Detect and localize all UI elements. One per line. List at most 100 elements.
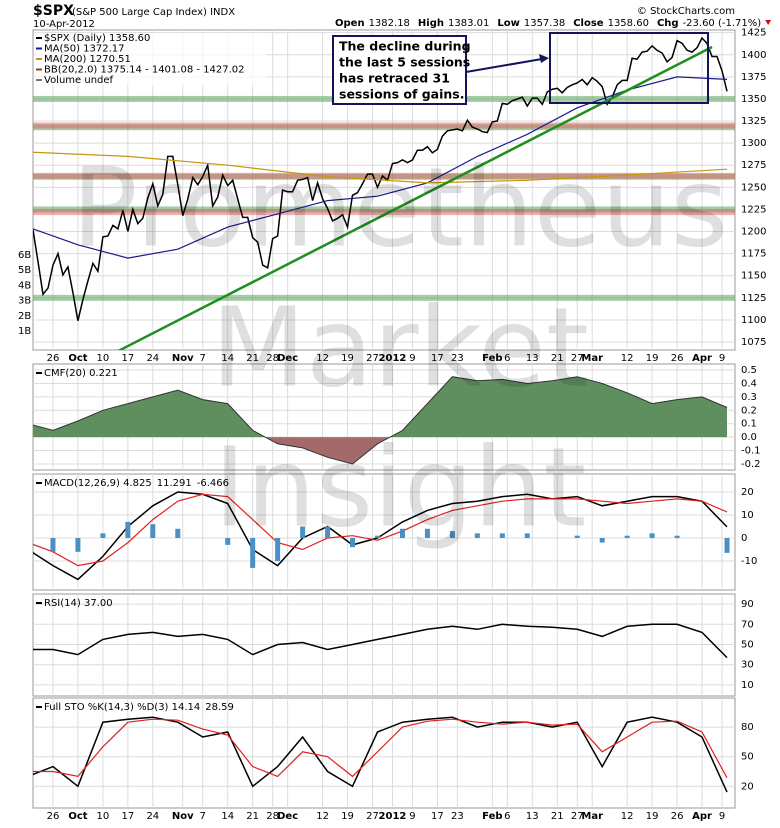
x-tick-label: 23 [451,811,464,822]
histogram-bar [524,533,530,538]
x-tick-label: 10 [97,353,110,364]
y-tick-label: 0.5 [741,365,757,376]
x-tick-label: 17 [121,353,134,364]
x-tick-label: 19 [646,353,659,364]
histogram-bar [499,533,505,538]
x-tick-label: 2012 [379,811,407,822]
source: © StockCharts.com [637,6,735,17]
histogram-bar [449,531,455,538]
histogram-bar [50,537,56,552]
x-tick-label: 17 [431,811,444,822]
histogram-bar [225,537,231,545]
y-tick-label: 80 [741,722,754,733]
x-tick-label: 21 [246,353,259,364]
support-band [33,294,735,301]
x-tick-label: 19 [341,353,354,364]
x-tick-label: 26 [47,811,60,822]
quote-label: Close [573,18,604,29]
histogram-bar [474,533,480,538]
date: 10-Apr-2012 [33,19,95,30]
annotation-text: sessions of gains. [339,87,465,102]
histogram-bar [250,537,256,568]
volume-tick-label: 4B [18,280,31,291]
y-tick-label: 1175 [741,249,766,260]
x-tick-label: 26 [671,811,684,822]
y-tick-label: 50 [741,752,754,763]
x-tick-label: Mar [581,353,603,364]
x-tick-label: 12 [621,353,634,364]
series-line [33,718,728,779]
y-tick-label: 1225 [741,204,766,215]
legend-label: BB(20,2.0) 1375.14 - 1401.08 - 1427.02 [44,65,245,76]
volume-tick-label: 1B [18,326,31,337]
histogram-bar [375,535,381,538]
series-line [33,716,728,793]
legend-box [36,64,266,75]
chart-subtitle: (S&P 500 Large Cap Index) INDX [72,7,235,18]
x-tick-label: 27 [366,353,379,364]
x-tick-label: Oct [68,353,87,364]
x-tick-label: 14 [221,811,234,822]
down-arrow [765,20,772,25]
series-line [33,491,728,581]
x-tick-label: 27 [366,811,379,822]
y-tick-label: 10 [741,510,754,521]
y-tick-label: 0.3 [741,392,757,403]
chart-title: $SPX [33,3,74,19]
y-tick-label: 0 [741,533,747,544]
quote-label: Open [335,18,365,29]
x-tick-label: 10 [97,811,110,822]
y-tick-label: 1100 [741,315,766,326]
panel [33,594,735,696]
histogram-bar [649,533,655,538]
x-tick-label: 9 [719,811,725,822]
x-tick-label: 13 [526,353,539,364]
y-tick-label: -0.2 [741,459,761,470]
panel [33,364,735,470]
histogram-bar [424,528,430,538]
x-tick-label: 14 [221,353,234,364]
annotation-box [332,35,467,105]
x-tick-label: 28 [266,353,279,364]
x-tick-label: 6 [504,353,510,364]
legend-label: MACD(12,26,9) 4.825 [44,478,152,489]
y-tick-label: 50 [741,639,754,650]
trend-line [117,45,713,350]
area-positive [33,376,728,438]
quote-label: High [418,18,444,29]
y-tick-label: 0.4 [741,378,757,389]
y-tick-label: 1250 [741,182,766,193]
legend-label: 28.59 [205,702,234,713]
x-tick-label: 23 [451,353,464,364]
y-tick-label: 20 [741,781,754,792]
quote-label: Chg [657,18,679,29]
legend-label: $SPX (Daily) 1358.60 [44,33,150,44]
panel [33,698,735,808]
watermark: Market [211,283,589,411]
y-tick-label: 0.2 [741,405,757,416]
legend-label: MA(50) 1372.17 [44,44,125,55]
histogram-bar [100,533,106,538]
histogram-bar [599,537,605,543]
legend-label: Volume undef [44,75,114,86]
x-tick-label: Nov [172,811,194,822]
x-tick-label: 19 [341,811,354,822]
annotation-text: The decline during [339,39,471,54]
watermark: Insight [214,423,587,551]
panel-background [32,697,736,809]
x-tick-label: 17 [431,353,444,364]
histogram-bar [724,537,730,553]
x-tick-label: 21 [246,811,259,822]
legend-box [36,43,266,54]
x-tick-label: 7 [200,811,206,822]
x-tick-label: 13 [526,811,539,822]
y-tick-label: 0.0 [741,432,757,443]
highlight-box [549,32,709,104]
x-tick-label: 27 [571,353,584,364]
annotation-text: the last 5 sessions [339,55,470,70]
histogram-bar [624,535,630,538]
series-line [33,493,728,567]
quote-label: Low [497,18,519,29]
histogram-bar [350,537,356,548]
